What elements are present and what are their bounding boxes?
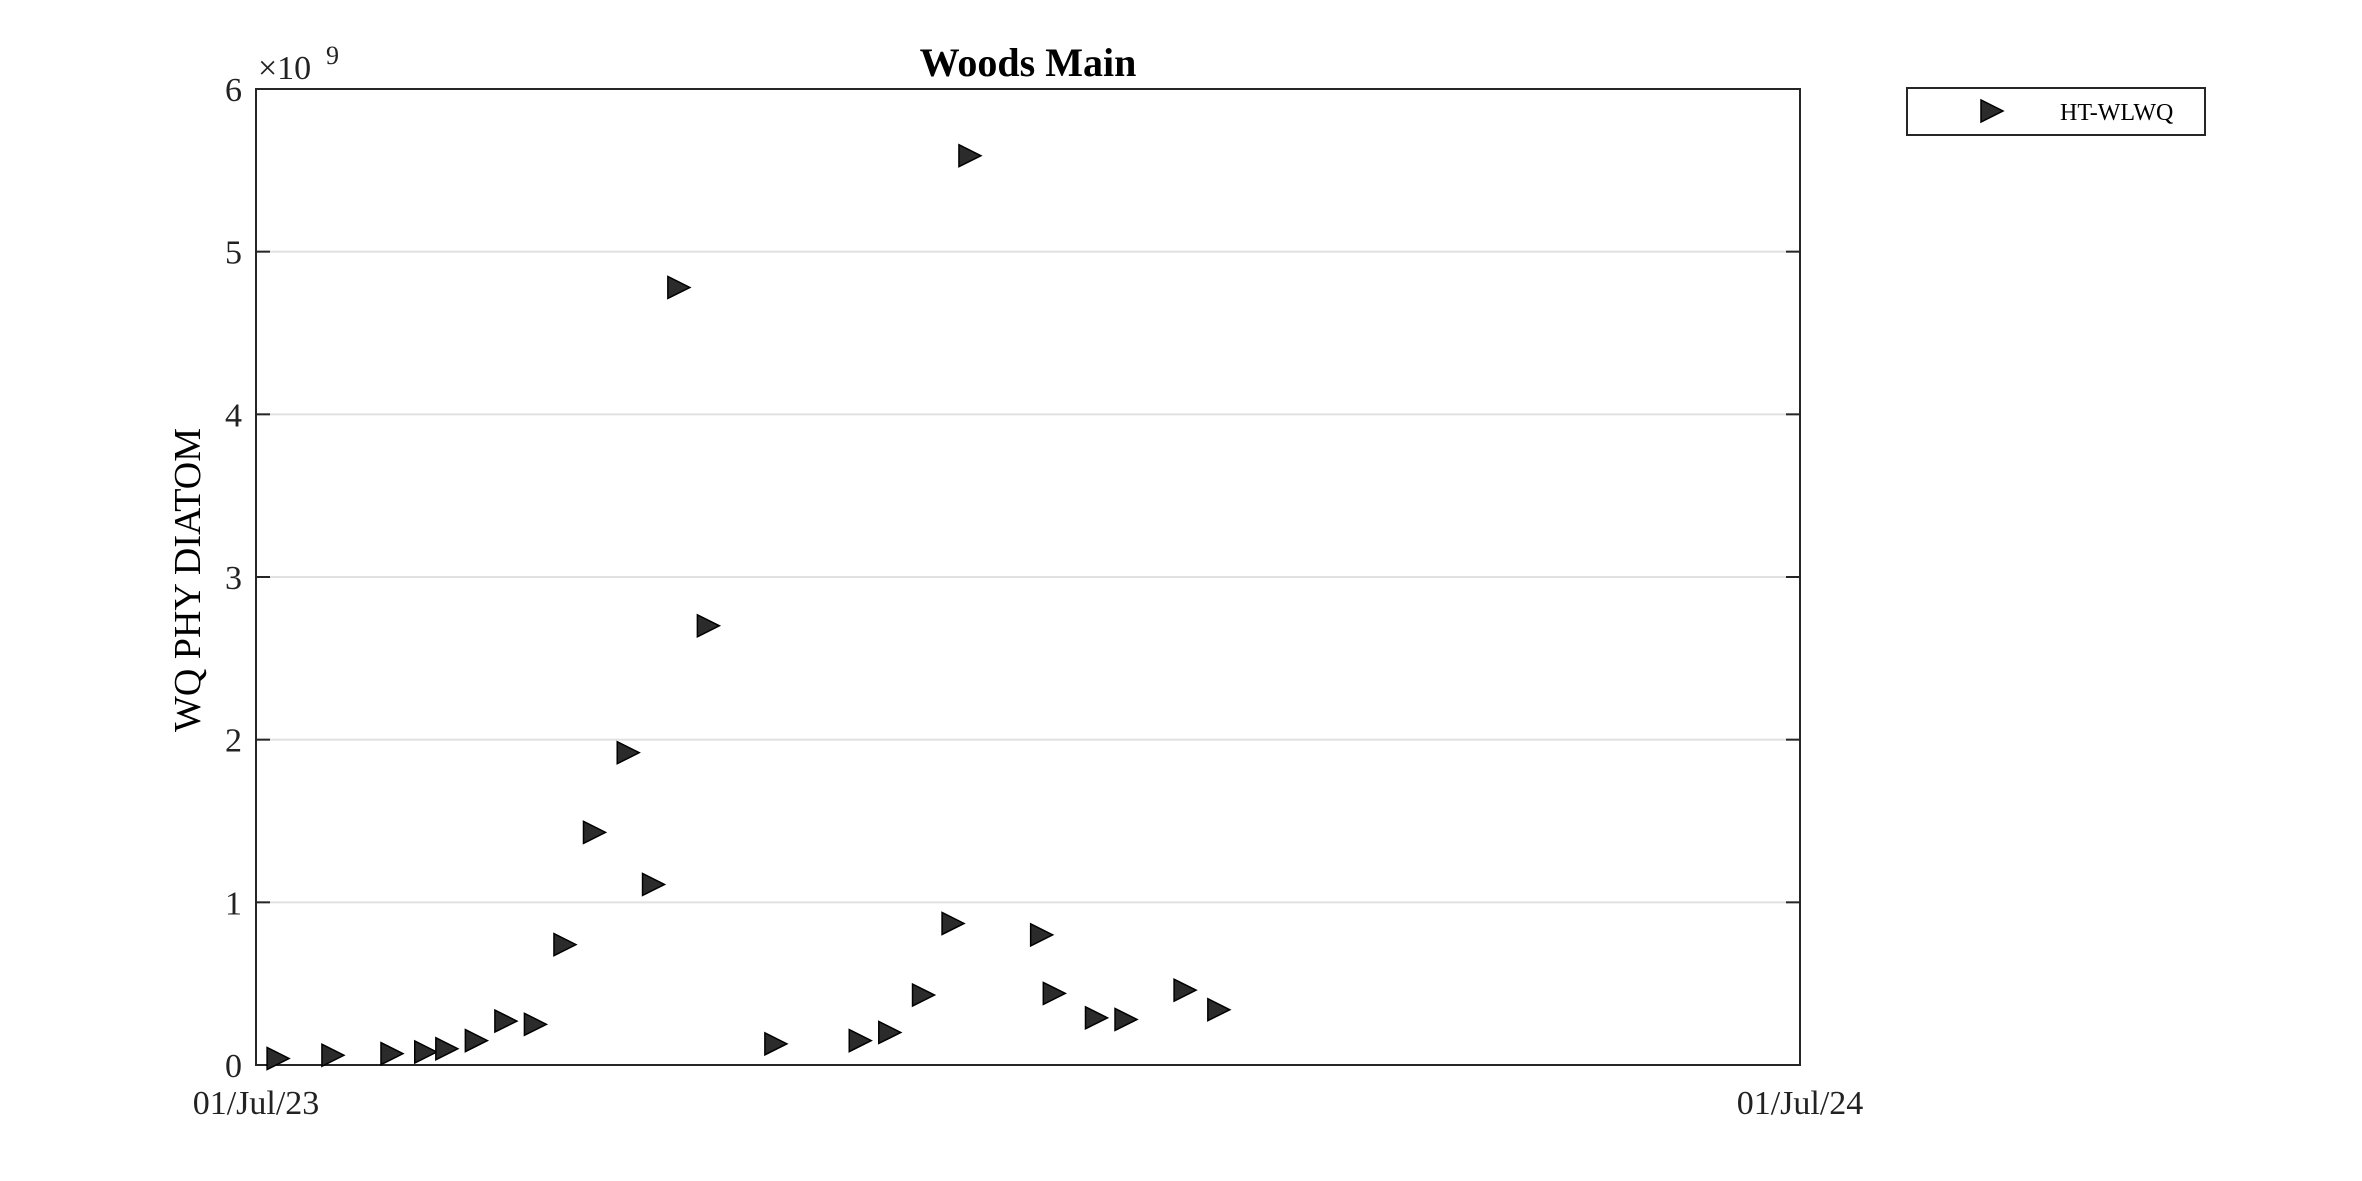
y-axis-label: WQ PHY DIATOM bbox=[167, 428, 209, 732]
data-point-marker bbox=[1042, 981, 1067, 1006]
y-tick-label: 5 bbox=[225, 235, 242, 272]
axis-tick-labels: 0 1 2 3 4 5 6 01/Jul/23 01/Jul/24 bbox=[193, 72, 1864, 1122]
data-point-marker bbox=[911, 982, 937, 1008]
x-tick-label: 01/Jul/23 bbox=[193, 1085, 320, 1122]
data-point-marker bbox=[413, 1039, 439, 1065]
chart-title: Woods Main bbox=[920, 40, 1137, 85]
data-point-marker bbox=[321, 1043, 346, 1068]
data-point-marker bbox=[958, 143, 983, 168]
data-point-marker bbox=[1084, 1005, 1110, 1031]
data-point-marker bbox=[764, 1031, 789, 1057]
data-point-marker bbox=[878, 1020, 903, 1045]
series-markers bbox=[266, 143, 1232, 1071]
y-tick-label: 6 bbox=[225, 72, 242, 109]
y-multiplier-base: ×10 bbox=[258, 50, 311, 87]
y-axis-multiplier: ×10 9 bbox=[258, 41, 339, 87]
data-point-marker bbox=[553, 932, 578, 957]
data-point-marker bbox=[1207, 997, 1232, 1022]
data-point-marker bbox=[667, 275, 692, 300]
y-tick-label: 0 bbox=[225, 1048, 242, 1085]
data-point-marker bbox=[941, 911, 966, 936]
data-point-marker bbox=[435, 1036, 460, 1061]
data-point-marker bbox=[523, 1012, 549, 1037]
data-point-marker bbox=[1029, 922, 1055, 948]
y-tick-label: 4 bbox=[225, 397, 242, 434]
data-point-marker bbox=[582, 820, 608, 845]
legend-box bbox=[1906, 87, 2206, 136]
data-point-marker bbox=[1173, 977, 1198, 1003]
legend-marker-icon bbox=[1980, 98, 2005, 124]
data-point-marker bbox=[696, 613, 722, 639]
y-tick-label: 3 bbox=[225, 560, 242, 597]
data-point-marker bbox=[848, 1028, 873, 1053]
y-multiplier-exponent: 9 bbox=[326, 41, 339, 70]
data-point-marker bbox=[494, 1008, 519, 1034]
data-point-marker bbox=[616, 740, 641, 765]
x-tick-label: 01/Jul/24 bbox=[1737, 1085, 1864, 1122]
legend-entry-label: HT-WLWQ bbox=[2060, 100, 2173, 126]
data-point-marker bbox=[641, 872, 667, 897]
y-tick-label: 2 bbox=[225, 723, 242, 760]
data-point-marker bbox=[464, 1028, 490, 1053]
data-point-marker bbox=[380, 1041, 405, 1066]
legend: HT-WLWQ bbox=[1906, 87, 2206, 136]
data-point-marker bbox=[266, 1046, 291, 1071]
data-point-marker bbox=[1114, 1007, 1139, 1032]
grid bbox=[256, 250, 1800, 904]
axis-ticks bbox=[255, 88, 1801, 1066]
y-tick-label: 1 bbox=[225, 885, 242, 922]
